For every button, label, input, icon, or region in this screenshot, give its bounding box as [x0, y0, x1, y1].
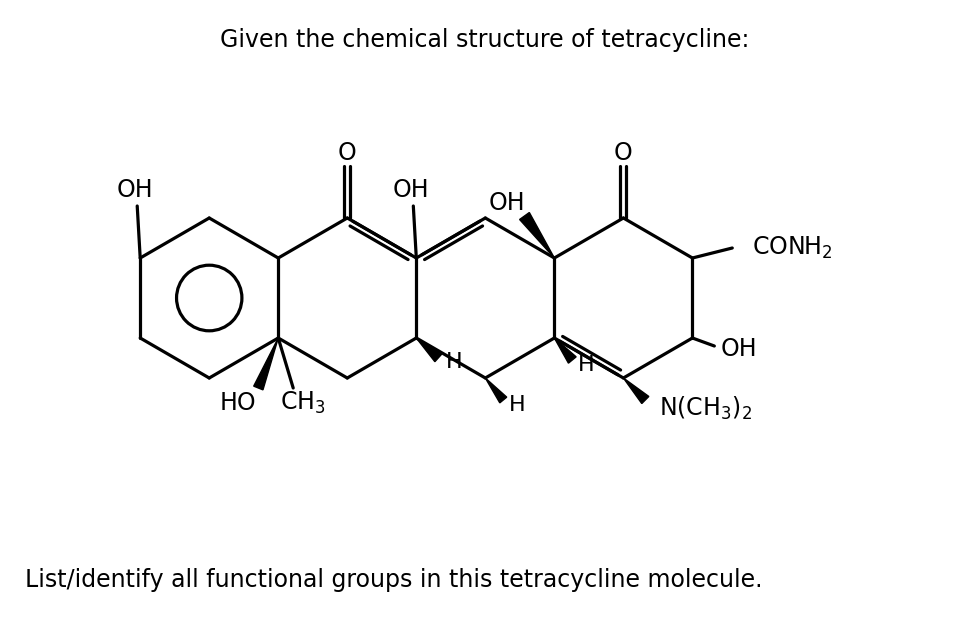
Polygon shape [254, 338, 278, 390]
Text: CH$_3$: CH$_3$ [280, 390, 326, 416]
Text: Given the chemical structure of tetracycline:: Given the chemical structure of tetracyc… [220, 28, 748, 52]
Polygon shape [416, 338, 441, 362]
Text: H: H [578, 355, 595, 375]
Text: List/identify all functional groups in this tetracycline molecule.: List/identify all functional groups in t… [25, 568, 762, 592]
Text: H: H [446, 352, 463, 372]
Text: CONH$_2$: CONH$_2$ [751, 235, 832, 261]
Text: OH: OH [117, 178, 154, 202]
Text: OH: OH [721, 337, 757, 361]
Polygon shape [623, 378, 649, 404]
Text: O: O [338, 141, 357, 165]
Polygon shape [520, 213, 554, 258]
Text: O: O [614, 141, 633, 165]
Text: N(CH$_3$)$_2$: N(CH$_3$)$_2$ [659, 394, 751, 422]
Polygon shape [485, 378, 506, 403]
Text: H: H [509, 395, 526, 415]
Text: OH: OH [393, 178, 430, 202]
Polygon shape [554, 338, 576, 363]
Text: OH: OH [488, 191, 525, 215]
Text: HO: HO [220, 391, 257, 415]
